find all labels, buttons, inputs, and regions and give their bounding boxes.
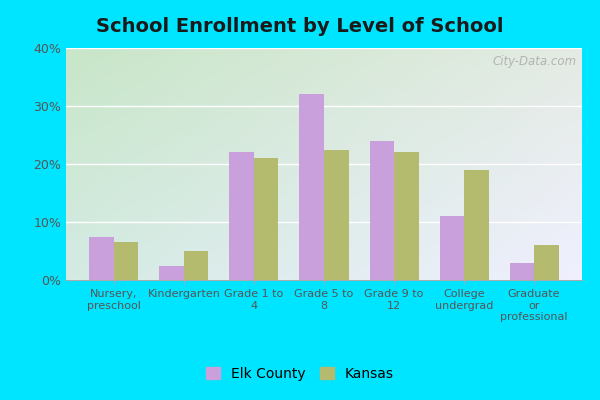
- Bar: [464, 170, 488, 280]
- Bar: [534, 245, 559, 280]
- Bar: [89, 236, 114, 280]
- Legend: Elk County, Kansas: Elk County, Kansas: [202, 363, 398, 385]
- Bar: [440, 216, 464, 280]
- Bar: [184, 251, 208, 280]
- Bar: [254, 158, 278, 280]
- Bar: [114, 242, 139, 280]
- Bar: [160, 266, 184, 280]
- Bar: [370, 141, 394, 280]
- Bar: [509, 262, 534, 280]
- Bar: [324, 150, 349, 280]
- Text: City-Data.com: City-Data.com: [493, 55, 577, 68]
- Bar: [394, 152, 419, 280]
- Text: School Enrollment by Level of School: School Enrollment by Level of School: [96, 16, 504, 36]
- Bar: [299, 94, 324, 280]
- Bar: [229, 152, 254, 280]
